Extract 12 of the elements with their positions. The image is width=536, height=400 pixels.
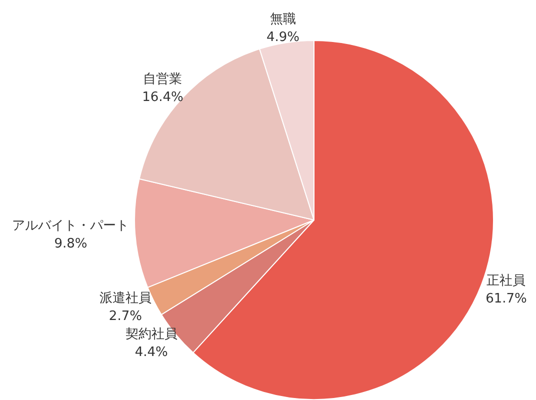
slice-label: アルバイト・パート — [12, 218, 130, 234]
data-label: 4.4% — [134, 345, 168, 360]
slice-label: 自営業 — [143, 72, 182, 87]
data-label: 9.8% — [54, 236, 88, 252]
slice-label: 派遣社員 — [99, 291, 152, 306]
slice-label: 無職 — [270, 12, 296, 28]
data-label: 2.7% — [108, 309, 142, 324]
slice-label: 正社員 — [486, 273, 526, 288]
data-label: 16.4% — [142, 90, 184, 105]
slice-label: 契約社員 — [125, 327, 178, 342]
data-label: 4.9% — [266, 30, 300, 46]
data-label: 61.7% — [486, 291, 527, 306]
